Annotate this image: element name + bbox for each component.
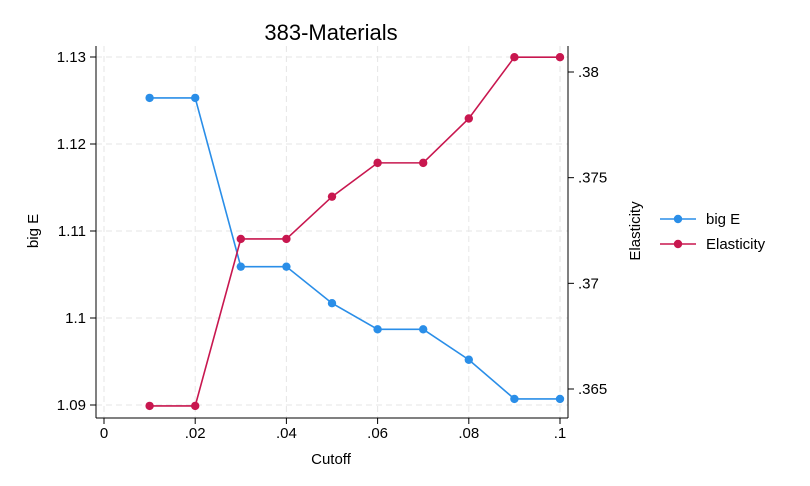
left-tick-label: 1.13 [57,49,86,66]
chart-title: 383-Materials [264,20,397,45]
left-tick-label: 1.12 [57,136,86,153]
data-point-big-e [419,325,428,334]
x-tick-label: .04 [276,425,297,442]
left-axis-title: big E [25,214,42,248]
data-point-big-e [236,262,245,271]
x-tick-label: .1 [554,425,567,442]
data-point-elasticity [145,401,154,411]
right-tick-label: .37 [578,275,599,292]
data-point-elasticity [373,158,382,168]
x-tick-label: .08 [458,425,479,442]
data-point-elasticity [327,192,337,201]
right-axis-title: Elasticity [627,201,644,261]
left-tick-label: 1.1 [65,310,86,327]
data-point-elasticity [191,401,200,411]
data-point-elasticity [282,234,291,244]
data-point-big-e [510,394,519,404]
legend-label-big-e: big E [706,211,740,228]
right-tick-label: .375 [578,170,607,187]
grid-lines [96,46,568,418]
x-tick-labels: 0 .02 .04 .06 .08 .1 [100,425,566,442]
series-lines [149,56,560,407]
right-tick-label: .38 [578,64,599,81]
legend-marker-elasticity [673,239,683,249]
series-points [145,53,565,411]
right-tick-label: .365 [578,381,607,398]
legend: big E Elasticity [660,211,766,253]
x-tick-label: .02 [185,425,206,442]
data-point-elasticity [510,53,519,62]
data-point-elasticity [236,234,245,244]
data-point-big-e [327,299,337,308]
x-axis-title: Cutoff [311,451,352,468]
right-tick-labels: .365 .37 .375 .38 [578,64,607,398]
legend-marker-big-e [673,214,683,224]
data-point-big-e [555,394,565,404]
data-point-elasticity [464,114,473,123]
data-point-elasticity [555,53,565,62]
x-tick-label: 0 [100,425,108,442]
x-tick-label: .06 [367,425,388,442]
left-tick-label: 1.09 [57,397,86,414]
series-line-elasticity [149,56,560,407]
data-point-big-e [373,325,382,334]
data-point-big-e [282,262,291,271]
axes [90,46,574,424]
legend-label-elasticity: Elasticity [706,236,766,253]
left-tick-label: 1.11 [58,223,86,240]
data-point-big-e [464,355,473,364]
data-point-big-e [191,93,200,103]
left-tick-labels: 1.09 1.1 1.11 1.12 1.13 [57,49,86,414]
data-point-elasticity [419,158,428,168]
series-line-big-e [149,97,560,400]
data-point-big-e [145,93,154,103]
